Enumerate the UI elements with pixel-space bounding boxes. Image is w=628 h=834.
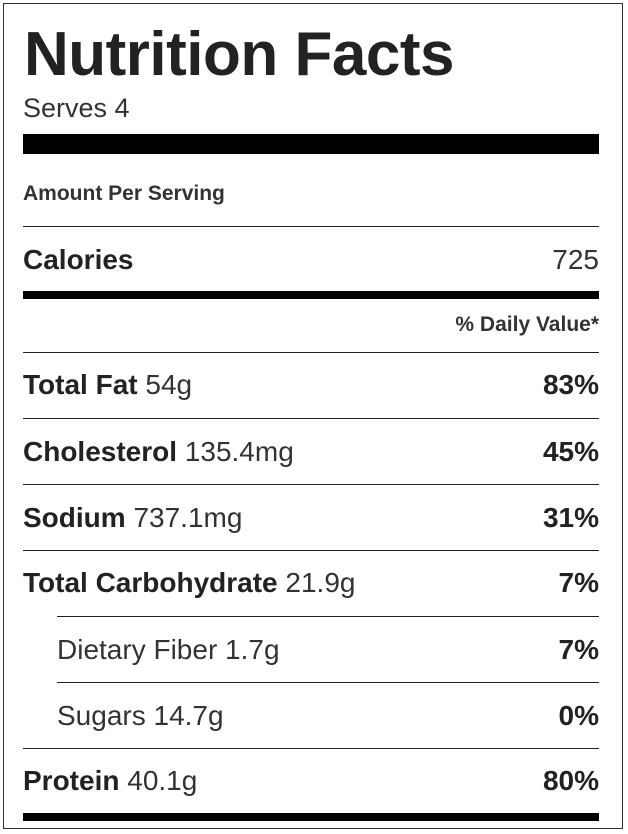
nutrient-row-total-fat: Total Fat 54g 83%: [23, 365, 599, 405]
nutrient-name: Total Fat: [23, 369, 138, 400]
bottom-divider: [23, 813, 599, 821]
servings-text: Serves 4: [23, 93, 130, 123]
nutrient-daily-value: 7%: [558, 567, 599, 598]
nutrition-facts-title: Nutrition Facts: [24, 20, 454, 89]
nutrient-row-sodium: Sodium 737.1mg 31%: [23, 498, 599, 538]
divider: [23, 484, 599, 485]
divider: [23, 418, 599, 419]
nutrient-daily-value: 0%: [558, 700, 599, 731]
calories-row: Calories 725: [23, 240, 599, 280]
calories-value: 725: [552, 244, 599, 275]
nutrient-amount: 1.7g: [217, 634, 280, 665]
divider: [23, 550, 599, 551]
calories-label: Calories: [23, 244, 134, 275]
thick-divider: [23, 134, 599, 154]
nutrient-amount: 14.7g: [145, 700, 224, 731]
nutrient-name: Cholesterol: [23, 436, 178, 467]
nutrient-row-protein: Protein 40.1g 80%: [23, 761, 599, 801]
medium-divider: [23, 291, 599, 299]
nutrient-row-total-carbohydrate: Total Carbohydrate 21.9g 7%: [23, 563, 599, 603]
nutrient-daily-value: 83%: [542, 369, 599, 400]
nutrient-row-cholesterol: Cholesterol 135.4mg 45%: [23, 432, 599, 472]
nutrient-name: Protein: [23, 765, 120, 796]
nutrient-daily-value: 7%: [558, 634, 599, 665]
nutrient-row-sugars: Sugars 14.7g 0%: [57, 696, 599, 736]
nutrient-name: Sugars: [57, 700, 146, 731]
nutrient-amount: 54g: [137, 369, 193, 400]
nutrient-row-dietary-fiber: Dietary Fiber 1.7g 7%: [57, 630, 599, 670]
amount-per-serving-heading: Amount Per Serving: [23, 182, 225, 205]
nutrient-daily-value: 31%: [542, 502, 599, 533]
nutrient-name: Dietary Fiber: [57, 634, 218, 665]
divider: [23, 748, 599, 749]
nutrient-name: Sodium: [23, 502, 126, 533]
divider: [23, 226, 599, 227]
divider: [23, 352, 599, 353]
divider: [57, 616, 599, 617]
nutrient-name: Total Carbohydrate: [23, 567, 278, 598]
nutrient-amount: 135.4mg: [177, 436, 294, 467]
daily-value-header: % Daily Value*: [455, 313, 599, 336]
divider: [57, 682, 599, 683]
nutrient-amount: 21.9g: [277, 567, 356, 598]
nutrient-amount: 737.1mg: [125, 502, 243, 533]
nutrient-amount: 40.1g: [119, 765, 198, 796]
nutrient-daily-value: 80%: [542, 765, 599, 796]
nutrient-daily-value: 45%: [542, 436, 599, 467]
